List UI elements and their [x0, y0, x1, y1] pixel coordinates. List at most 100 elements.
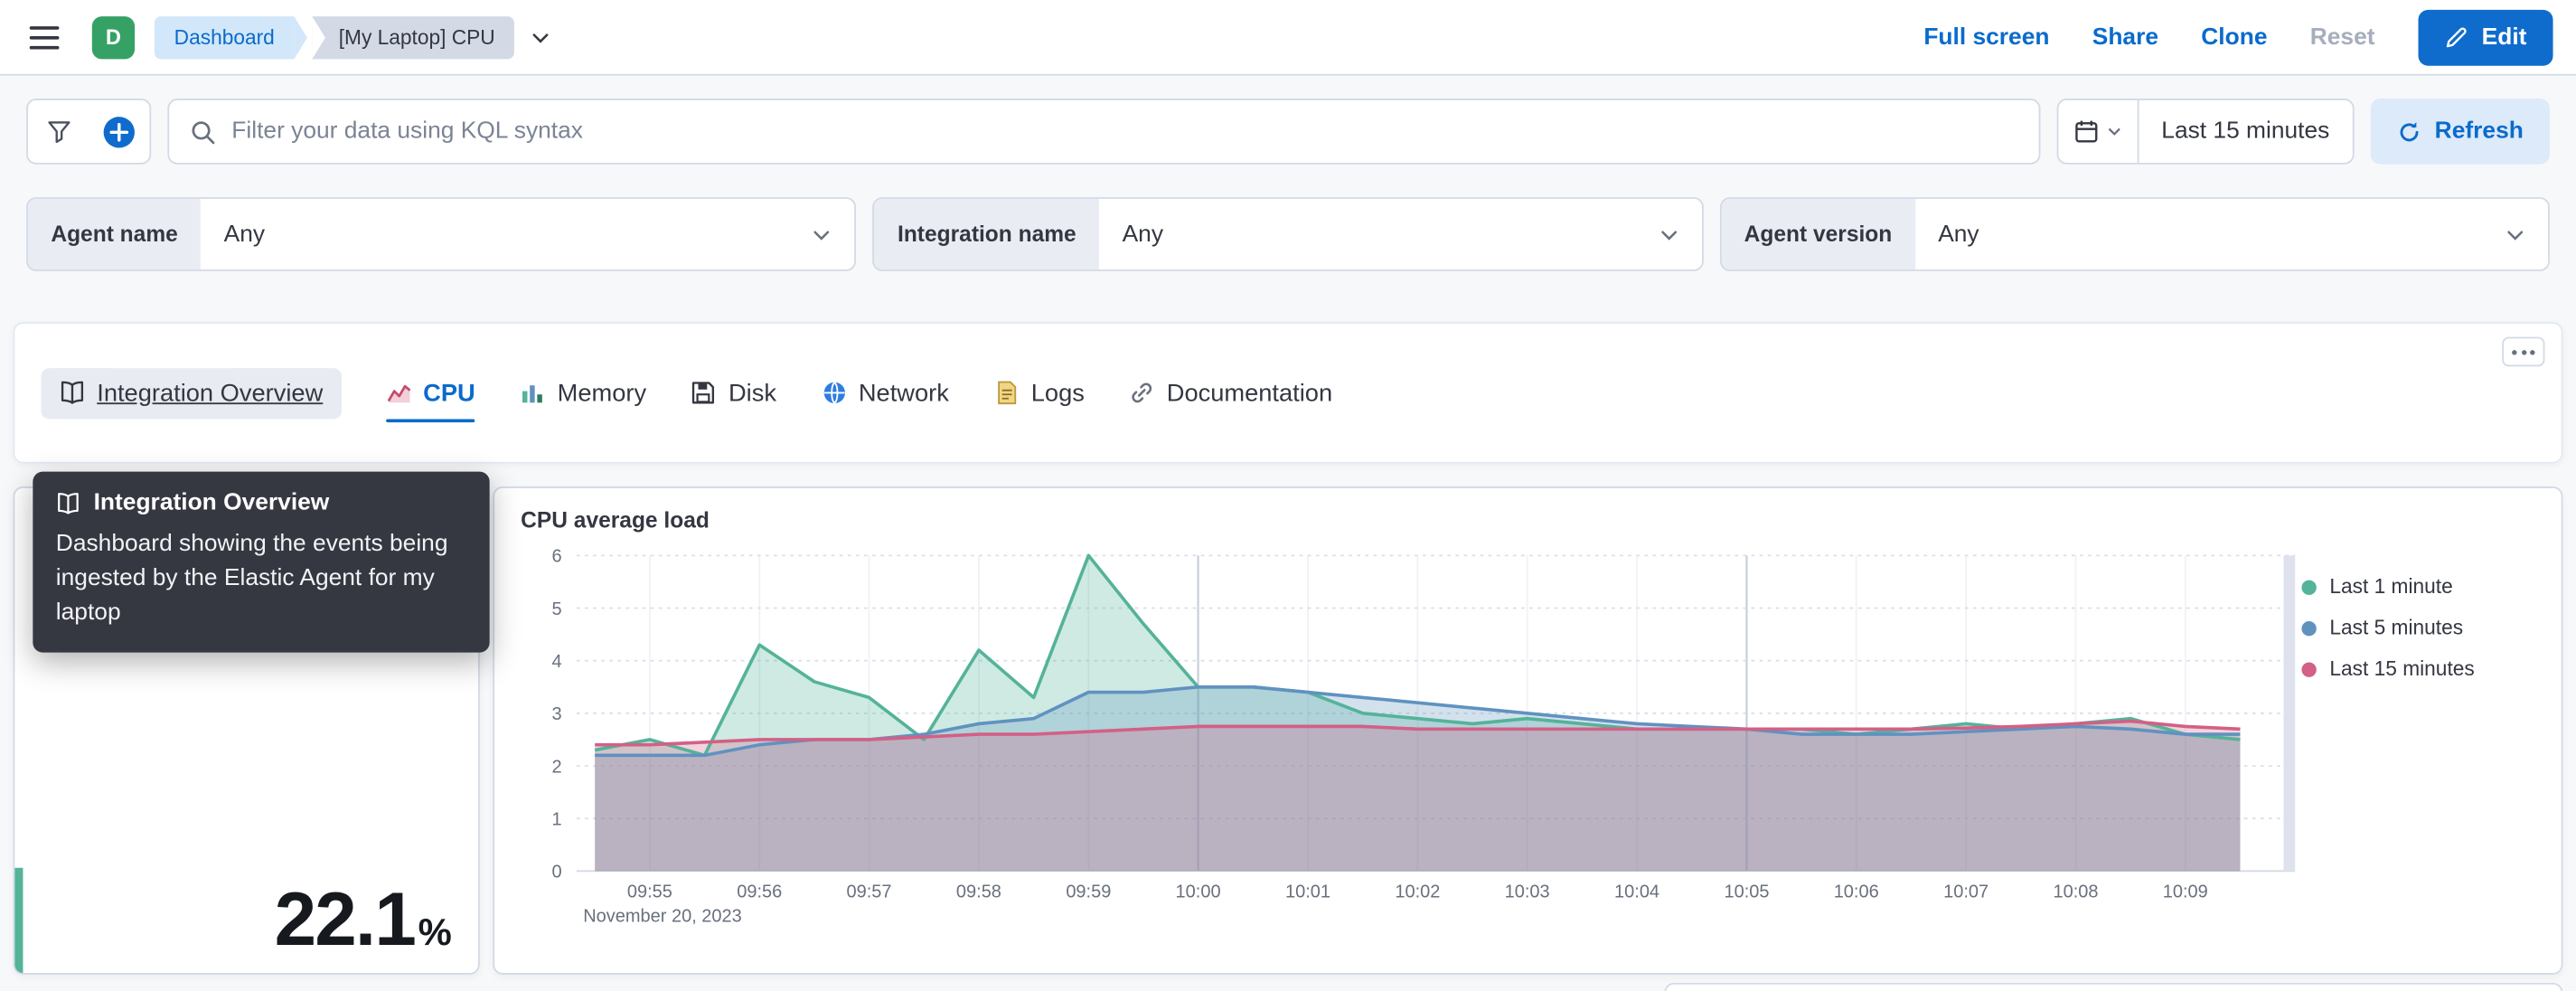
clone-button[interactable]: Clone	[2201, 24, 2268, 51]
space-avatar[interactable]: D	[91, 15, 136, 59]
legend-label: Last 1 minute	[2329, 575, 2453, 599]
line-chart-icon	[385, 380, 411, 406]
chart-title: CPU average load	[521, 507, 710, 533]
integration-name-control[interactable]: Integration name Any	[872, 197, 1704, 271]
control-label: Agent version	[1721, 198, 1915, 270]
svg-text:0: 0	[551, 863, 561, 882]
add-filter-plus-icon[interactable]	[89, 100, 149, 163]
svg-text:1: 1	[551, 809, 561, 829]
svg-text:10:08: 10:08	[2054, 882, 2099, 901]
time-range-value[interactable]: Last 15 minutes	[2161, 118, 2330, 145]
svg-text:3: 3	[551, 704, 561, 724]
dashboard-tabs-panel: Integration Overview CPU Memory Disk	[13, 322, 2563, 464]
svg-text:2: 2	[551, 757, 561, 777]
kql-search-bar	[167, 99, 2040, 165]
book-icon	[56, 491, 80, 515]
tooltip-body: Dashboard showing the events being inges…	[55, 531, 448, 627]
svg-text:November 20, 2023: November 20, 2023	[583, 907, 742, 927]
integration-overview-tooltip: Integration Overview Dashboard showing t…	[33, 471, 490, 653]
refresh-button[interactable]: Refresh	[2370, 99, 2550, 165]
document-icon	[993, 380, 1020, 406]
edit-button[interactable]: Edit	[2417, 8, 2553, 65]
next-row-panel-edge	[1664, 982, 2563, 991]
tab-network[interactable]: Network	[821, 379, 949, 407]
control-value: Any	[1122, 221, 1164, 248]
svg-text:09:55: 09:55	[627, 882, 672, 901]
control-value: Any	[1938, 221, 1979, 248]
full-screen-button[interactable]: Full screen	[1923, 24, 2050, 51]
filter-controls-row: Agent name Any Integration name Any Agen…	[0, 184, 2576, 295]
control-label: Agent name	[27, 198, 202, 270]
dashboard-tabs: Integration Overview CPU Memory Disk	[41, 367, 1332, 422]
refresh-icon	[2397, 119, 2421, 144]
chevron-down-icon	[2108, 128, 2120, 136]
agent-version-control[interactable]: Agent version Any	[1719, 197, 2550, 271]
panel-options-icon[interactable]	[2502, 336, 2545, 367]
svg-text:10:05: 10:05	[1724, 882, 1769, 901]
tooltip-title: Integration Overview	[93, 489, 330, 516]
svg-text:10:00: 10:00	[1176, 882, 1221, 901]
bar-chart-icon	[520, 380, 546, 406]
reset-button[interactable]: Reset	[2309, 24, 2375, 51]
time-range-picker: Last 15 minutes	[2055, 99, 2355, 165]
search-icon	[189, 118, 217, 146]
pencil-icon	[2444, 24, 2468, 49]
legend-swatch	[2301, 579, 2317, 595]
kibana-header: D Dashboard [My Laptop] CPU Full screen …	[0, 0, 2576, 76]
chevron-down-icon	[811, 222, 855, 245]
query-bar: Last 15 minutes Refresh	[0, 76, 2576, 184]
tab-memory[interactable]: Memory	[520, 379, 646, 407]
svg-text:10:06: 10:06	[1834, 882, 1879, 901]
title-menu-chevron-down-icon[interactable]	[530, 25, 552, 48]
cpu-chart-panel: CPU average load 0 1 2 3 4 5 6 09:55 09:56 09:57 0…	[493, 486, 2563, 975]
globe-icon	[821, 380, 847, 406]
svg-text:4: 4	[551, 652, 561, 672]
chart-canvas[interactable]: 0 1 2 3 4 5 6 09:55 09:56 09:57 09:58 09:59 10:00 10:…	[511, 543, 2301, 937]
share-button[interactable]: Share	[2092, 24, 2159, 51]
agent-name-control[interactable]: Agent name Any	[26, 197, 857, 271]
legend-label: Last 15 minutes	[2329, 657, 2475, 681]
legend-swatch	[2301, 661, 2317, 676]
svg-text:09:57: 09:57	[847, 882, 892, 901]
tab-cpu[interactable]: CPU	[385, 379, 475, 422]
svg-text:10:03: 10:03	[1505, 882, 1550, 901]
svg-text:5: 5	[551, 599, 561, 619]
svg-text:10:09: 10:09	[2163, 882, 2208, 901]
menu-icon[interactable]	[16, 9, 72, 65]
chevron-down-icon	[1657, 222, 1701, 245]
breadcrumb-current-dashboard[interactable]: [My Laptop] CPU	[312, 15, 515, 59]
chart-legend: Last 1 minute Last 5 minutes Last 15 min…	[2301, 543, 2544, 937]
chevron-down-icon	[2504, 222, 2548, 245]
metric-value: 22.1 %	[274, 875, 452, 962]
floppy-disk-icon	[691, 380, 717, 406]
svg-text:09:59: 09:59	[1066, 882, 1111, 901]
link-icon	[1129, 380, 1155, 406]
breadcrumb: Dashboard [My Laptop] CPU	[154, 15, 552, 59]
control-value: Any	[223, 221, 266, 248]
filter-funnel-icon[interactable]	[28, 100, 89, 163]
book-icon	[59, 380, 85, 406]
control-label: Integration name	[874, 198, 1100, 270]
tab-documentation[interactable]: Documentation	[1129, 379, 1332, 407]
svg-text:10:07: 10:07	[1943, 882, 1988, 901]
kql-search-input[interactable]	[231, 118, 2019, 145]
legend-label: Last 5 minutes	[2329, 616, 2464, 640]
legend-swatch	[2301, 620, 2317, 636]
svg-text:10:02: 10:02	[1395, 882, 1440, 901]
tab-logs[interactable]: Logs	[993, 379, 1085, 407]
tab-integration-overview[interactable]: Integration Overview	[41, 367, 342, 419]
breadcrumb-dashboard[interactable]: Dashboard	[154, 15, 308, 59]
legend-item-last-1-minute[interactable]: Last 1 minute	[2301, 575, 2544, 599]
legend-item-last-5-minutes[interactable]: Last 5 minutes	[2301, 617, 2544, 639]
calendar-icon[interactable]	[2058, 99, 2139, 163]
svg-text:10:04: 10:04	[1614, 882, 1659, 901]
svg-text:09:56: 09:56	[737, 882, 782, 901]
svg-text:10:01: 10:01	[1285, 882, 1330, 901]
svg-text:09:58: 09:58	[956, 882, 1001, 901]
tab-disk[interactable]: Disk	[691, 379, 776, 407]
metric-accent-bar	[14, 867, 24, 974]
legend-item-last-15-minutes[interactable]: Last 15 minutes	[2301, 657, 2544, 680]
dashboard-panels-row: 22.1 % CPU average load 0 1 2 3 4 5 6 09:55 09:5…	[13, 486, 2563, 975]
svg-text:6: 6	[551, 547, 561, 567]
